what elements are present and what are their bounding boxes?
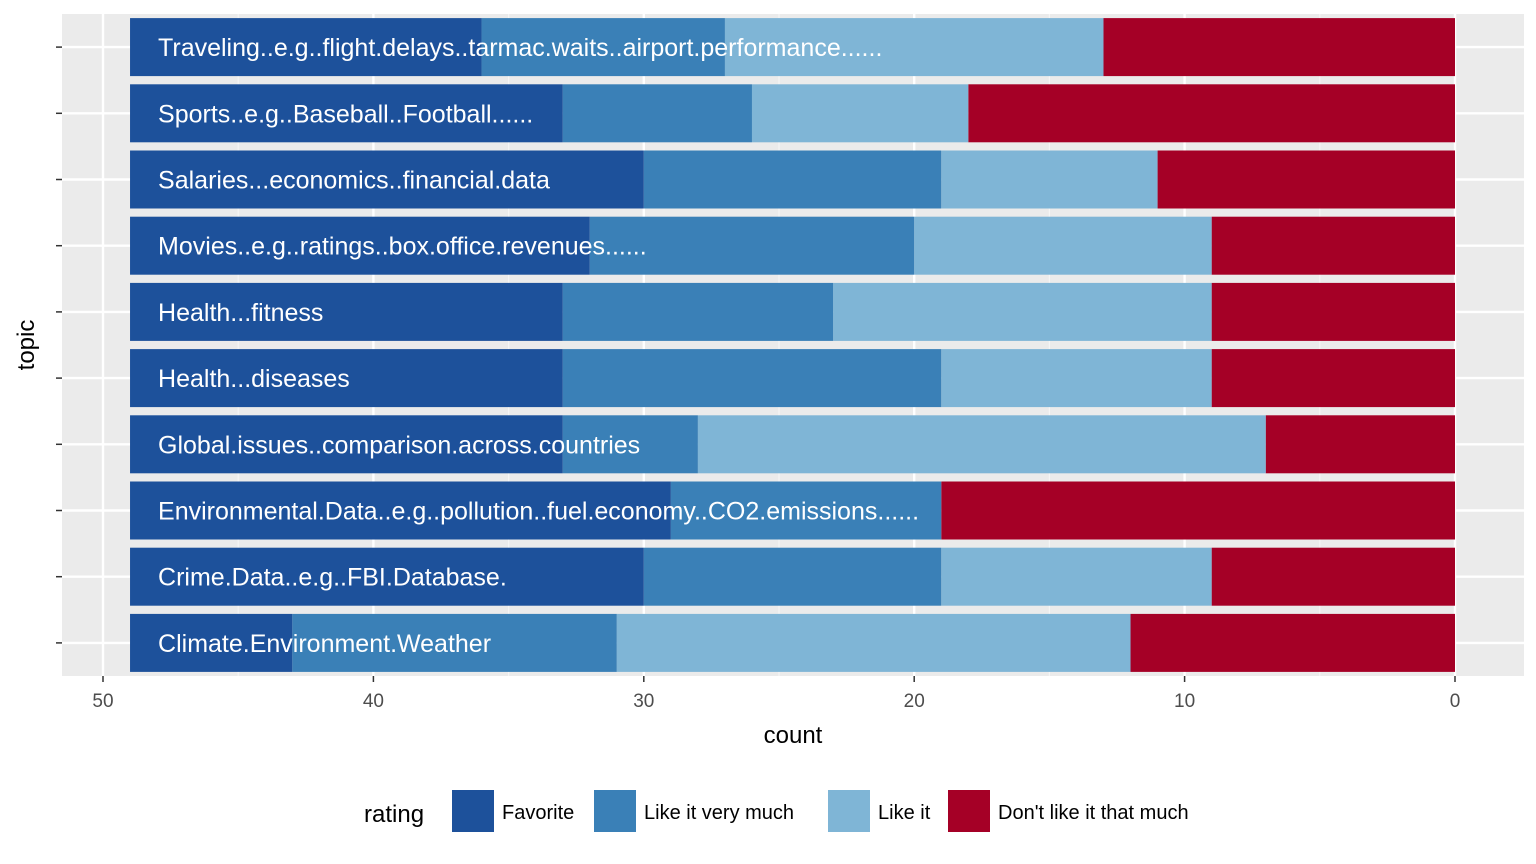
bar-segment <box>1211 282 1455 341</box>
bar-segment <box>1265 415 1455 474</box>
legend: rating Favorite Like it very much Like it D… <box>364 790 1189 832</box>
legend-key <box>828 790 870 832</box>
legend-title: rating <box>364 801 424 828</box>
legend-label: Like it very much <box>644 802 794 824</box>
bar-segment <box>724 18 1104 77</box>
y-axis-title: topic <box>13 320 40 371</box>
bars-layer <box>130 18 1455 672</box>
bar-segment <box>292 613 617 672</box>
bar-segment <box>1130 613 1455 672</box>
x-tick-label: 40 <box>363 691 384 712</box>
bar-segment <box>562 84 752 143</box>
bar-segment <box>130 216 590 275</box>
y-axis-ticks <box>56 46 62 644</box>
legend-key <box>594 790 636 832</box>
legend-label: Favorite <box>502 802 574 824</box>
bar-topic-label: Health...diseases <box>158 365 350 393</box>
bar-topic-label: Salaries...economics..financial.data <box>158 167 550 195</box>
bar-segment <box>968 84 1455 143</box>
bar-segment <box>941 547 1212 606</box>
bar-segment <box>562 415 698 474</box>
bar-topic-label: Sports..e.g..Baseball..Football...... <box>158 100 533 128</box>
bar-segment <box>589 216 915 275</box>
bar-segment <box>481 18 725 77</box>
bar-segment <box>941 481 1455 540</box>
bar-segment <box>130 84 563 143</box>
bar-segment <box>130 547 644 606</box>
bar-segment <box>670 481 942 540</box>
bar-segment <box>130 18 482 77</box>
bar-segment <box>562 282 834 341</box>
legend-key <box>948 790 990 832</box>
bar-segment <box>130 613 293 672</box>
bar-segment <box>1157 150 1455 209</box>
bar-segment <box>130 481 671 540</box>
x-tick-label: 50 <box>92 691 113 712</box>
bar-segment <box>130 150 644 209</box>
bar-segment <box>1211 216 1455 275</box>
bar-topic-label: Traveling..e.g..flight.delays..tarmac.wa… <box>158 34 882 62</box>
bar-segment <box>941 150 1158 209</box>
bar-segment <box>697 415 1266 474</box>
bar-segment <box>1103 18 1455 77</box>
bar-topic-label: Environmental.Data..e.g..pollution..fuel… <box>158 498 919 526</box>
bar-segment <box>941 349 1212 408</box>
legend-key <box>452 790 494 832</box>
bar-topic-label: Movies..e.g..ratings..box.office.revenue… <box>158 233 647 261</box>
x-axis-title: count <box>764 722 823 749</box>
bar-topic-label: Crime.Data..e.g..FBI.Database. <box>158 564 507 592</box>
bar-segment <box>130 349 563 408</box>
bar-segment <box>562 349 942 408</box>
bar-segment <box>833 282 1212 341</box>
bar-segment <box>616 613 1131 672</box>
bar-segment <box>1211 547 1455 606</box>
x-tick-label: 10 <box>1174 691 1195 712</box>
bar-segment <box>643 547 942 606</box>
x-tick-label: 20 <box>904 691 925 712</box>
bar-segment <box>643 150 942 209</box>
legend-label: Like it <box>878 802 931 824</box>
bar-topic-label: Health...fitness <box>158 299 323 327</box>
bar-segment <box>751 84 969 143</box>
bar-segment <box>130 415 563 474</box>
bar-labels-layer: Traveling..e.g..flight.delays..tarmac.wa… <box>158 34 919 658</box>
bar-segment <box>1211 349 1455 408</box>
bar-topic-label: Climate.Environment.Weather <box>158 630 491 658</box>
x-tick-label: 30 <box>633 691 654 712</box>
bar-segment <box>130 282 563 341</box>
bar-topic-label: Global.issues..comparison.across.countri… <box>158 431 640 459</box>
x-axis: 50 40 30 20 10 0 <box>92 676 1460 712</box>
legend-label: Don't like it that much <box>998 802 1189 824</box>
x-tick-label: 0 <box>1450 691 1461 712</box>
bar-segment <box>914 216 1212 275</box>
